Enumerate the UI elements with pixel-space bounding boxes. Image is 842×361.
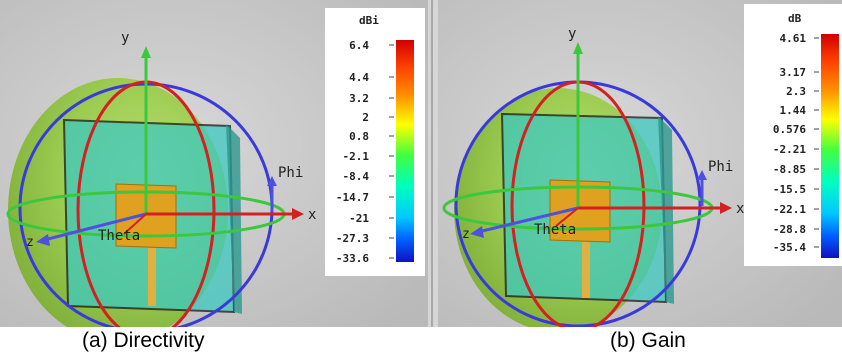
legend-tick-label: 3.2 <box>349 92 369 105</box>
legend-tick-label: 2 <box>362 111 369 124</box>
x-axis-label: x <box>308 207 316 223</box>
legend-tick-label: -27.3 <box>336 232 369 245</box>
panel-directivity: y x z Phi Theta dBi 6.4 4.4 3.2 2 0.8 -2.1 -8.… <box>0 0 428 327</box>
legend-unit: dBi <box>359 14 379 27</box>
legend-tick-label: 6.4 <box>349 39 369 52</box>
legend-tick-label: -33.6 <box>336 252 369 265</box>
feed-line <box>148 248 156 306</box>
phi-arrow <box>697 170 707 180</box>
legend-tick-label: -2.1 <box>343 150 370 163</box>
legend-tick-label: -15.5 <box>773 183 806 196</box>
legend-tick-label: 4.4 <box>349 71 369 84</box>
legend-tick-label: 0.576 <box>773 123 806 136</box>
theta-arrow <box>555 207 579 227</box>
patch-antenna <box>549 179 611 243</box>
legend-tick-label: 1.44 <box>780 104 807 117</box>
y-axis-label: y <box>121 30 129 46</box>
phi-label: Phi <box>708 159 733 175</box>
legend-ticks: 4.61 3.17 2.3 1.44 0.576 -2.21 -8.85 -15.5 -22.1… <box>773 32 819 254</box>
z-axis <box>477 206 579 234</box>
y-axis-label: y <box>568 26 576 42</box>
legend-tick-label: 0.8 <box>349 130 369 143</box>
color-bar <box>396 40 414 262</box>
legend-tick-label: 3.17 <box>780 66 807 79</box>
legend-tick-label: -8.85 <box>773 163 806 176</box>
patch-antenna <box>115 183 177 249</box>
legend-tick-label: -2.21 <box>773 143 806 156</box>
caption-gain: (b) Gain <box>610 329 686 352</box>
legend-tick-label: -35.4 <box>773 241 806 254</box>
theta-label: Theta <box>534 222 576 238</box>
gain-pattern-figure: y x z Phi Theta dB 4.61 3.17 2.3 1.44 0.576 -… <box>438 0 842 327</box>
directivity-pattern-figure: y x z Phi Theta dBi 6.4 4.4 3.2 2 0.8 -2.1 -8.… <box>0 0 428 327</box>
legend-ticks: 6.4 4.4 3.2 2 0.8 -2.1 -8.4 -14.7 -21 -27.3 -33.6 <box>336 39 394 265</box>
z-axis <box>43 212 147 242</box>
panel-gain: y x z Phi Theta dB 4.61 3.17 2.3 1.44 0.576 -… <box>438 0 842 327</box>
z-arrow <box>470 226 484 238</box>
theta-label: Theta <box>98 228 140 244</box>
x-arrow <box>292 208 304 220</box>
legend-tick-label: 4.61 <box>780 32 807 45</box>
legend-tick-label: 2.3 <box>786 85 806 98</box>
panel-divider <box>428 0 438 327</box>
legend-unit: dB <box>788 12 802 25</box>
z-axis-label: z <box>26 235 34 250</box>
y-arrow <box>141 46 151 58</box>
legend-tick-label: -28.8 <box>773 223 806 236</box>
z-arrow <box>36 234 50 246</box>
ground-plane-edge <box>226 124 242 314</box>
caption-directivity: (a) Directivity <box>82 329 205 352</box>
color-bar <box>821 34 839 258</box>
legend-tick-label: -14.7 <box>336 191 369 204</box>
theta-arrow <box>123 213 147 235</box>
phi-label: Phi <box>278 165 303 181</box>
ground-plane-edge <box>658 116 674 304</box>
x-arrow <box>720 202 732 214</box>
legend-tick-label: -22.1 <box>773 203 806 216</box>
y-arrow <box>573 42 583 54</box>
legend-tick-label: -21 <box>349 212 369 225</box>
x-axis-label: x <box>736 201 744 217</box>
phi-arrow <box>267 176 277 186</box>
legend-tick-label: -8.4 <box>343 170 370 183</box>
feed-line <box>582 242 590 298</box>
z-axis-label: z <box>462 227 470 242</box>
